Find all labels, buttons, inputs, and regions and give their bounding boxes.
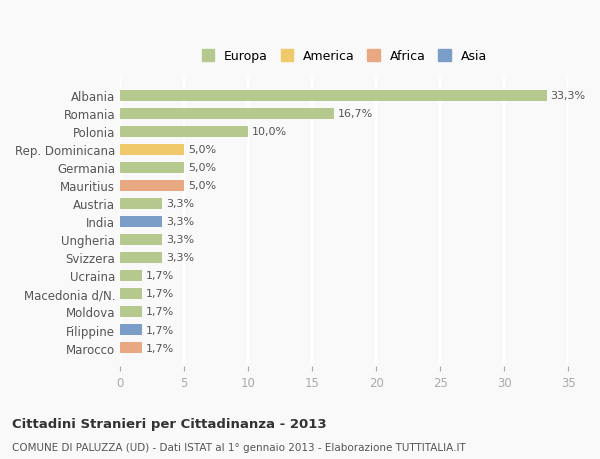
Text: 33,3%: 33,3% <box>551 91 586 101</box>
Text: 1,7%: 1,7% <box>146 307 174 317</box>
Text: 5,0%: 5,0% <box>188 163 216 173</box>
Text: 1,7%: 1,7% <box>146 271 174 281</box>
Bar <box>120 252 163 263</box>
Bar <box>120 270 142 281</box>
Bar <box>120 288 142 299</box>
Bar <box>120 91 547 101</box>
Bar <box>120 325 142 335</box>
Bar <box>120 217 163 227</box>
Text: 5,0%: 5,0% <box>188 145 216 155</box>
Text: 1,7%: 1,7% <box>146 343 174 353</box>
Text: 3,3%: 3,3% <box>166 199 194 209</box>
Bar <box>120 145 184 156</box>
Bar <box>120 307 142 317</box>
Text: 3,3%: 3,3% <box>166 253 194 263</box>
Bar <box>120 162 184 174</box>
Text: 1,7%: 1,7% <box>146 325 174 335</box>
Bar <box>120 342 142 353</box>
Legend: Europa, America, Africa, Asia: Europa, America, Africa, Asia <box>198 46 491 67</box>
Text: 1,7%: 1,7% <box>146 289 174 299</box>
Bar <box>120 235 163 245</box>
Text: Cittadini Stranieri per Cittadinanza - 2013: Cittadini Stranieri per Cittadinanza - 2… <box>12 417 326 430</box>
Bar <box>120 199 163 209</box>
Text: 16,7%: 16,7% <box>338 109 373 119</box>
Bar <box>120 109 334 119</box>
Bar <box>120 180 184 191</box>
Text: 3,3%: 3,3% <box>166 217 194 227</box>
Text: 5,0%: 5,0% <box>188 181 216 191</box>
Text: 3,3%: 3,3% <box>166 235 194 245</box>
Text: COMUNE DI PALUZZA (UD) - Dati ISTAT al 1° gennaio 2013 - Elaborazione TUTTITALIA: COMUNE DI PALUZZA (UD) - Dati ISTAT al 1… <box>12 442 466 452</box>
Text: 10,0%: 10,0% <box>252 127 287 137</box>
Bar <box>120 127 248 138</box>
